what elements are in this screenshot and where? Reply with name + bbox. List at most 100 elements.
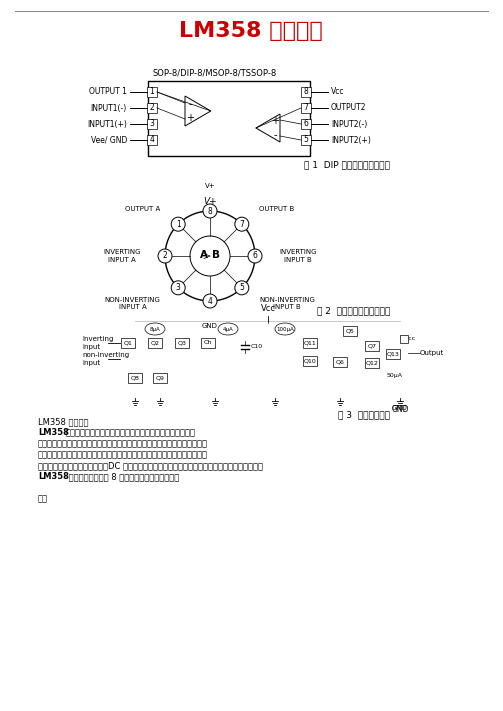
Text: Vee/ GND: Vee/ GND xyxy=(91,136,127,144)
Text: Q10: Q10 xyxy=(304,358,316,363)
Circle shape xyxy=(248,249,262,263)
Text: 5: 5 xyxy=(304,136,308,144)
Text: -: - xyxy=(273,130,277,140)
Text: Q2: Q2 xyxy=(150,341,159,346)
Text: 作条件下，电源电流与电源电压无关。它的使用围包括传感放大器、直流增益: 作条件下，电源电流与电源电压无关。它的使用围包括传感放大器、直流增益 xyxy=(38,450,208,459)
Text: 100μA: 100μA xyxy=(276,326,294,331)
Text: 引脚: 引脚 xyxy=(38,494,48,503)
Circle shape xyxy=(158,249,172,263)
Circle shape xyxy=(171,217,185,231)
Text: non-inverting
input: non-inverting input xyxy=(82,353,129,365)
Bar xyxy=(147,135,157,145)
Text: OUTPUT 1: OUTPUT 1 xyxy=(89,87,127,97)
Bar xyxy=(301,135,311,145)
Bar xyxy=(201,338,215,348)
Bar xyxy=(303,338,317,348)
Text: OUTPUT2: OUTPUT2 xyxy=(331,104,367,112)
Text: LM358: LM358 xyxy=(38,472,69,481)
Text: 包括有两个独立的、高增益、部频率补偿的双运算放大器。: 包括有两个独立的、高增益、部频率补偿的双运算放大器。 xyxy=(66,428,196,437)
Text: 6: 6 xyxy=(304,119,308,129)
Bar xyxy=(400,335,408,343)
Text: Q8: Q8 xyxy=(131,375,139,380)
Text: GND: GND xyxy=(391,405,409,414)
Text: GND: GND xyxy=(202,323,218,329)
Text: 2: 2 xyxy=(162,252,167,260)
Circle shape xyxy=(235,217,249,231)
Text: C10: C10 xyxy=(251,345,263,350)
Text: 4: 4 xyxy=(149,136,154,144)
Text: 8μA: 8μA xyxy=(149,326,160,331)
Text: -: - xyxy=(188,99,192,109)
Bar xyxy=(153,373,167,383)
Text: Vcc: Vcc xyxy=(261,304,276,313)
Text: LM358: LM358 xyxy=(38,428,69,437)
Text: 的封装形式有塑封 8 引线双列直插式和贴片式。: 的封装形式有塑封 8 引线双列直插式和贴片式。 xyxy=(66,472,179,481)
Circle shape xyxy=(171,281,185,295)
Text: 7: 7 xyxy=(304,104,308,112)
Text: Q1: Q1 xyxy=(124,341,132,346)
Text: 50μA: 50μA xyxy=(387,373,403,378)
Text: 8: 8 xyxy=(208,206,212,215)
Bar xyxy=(386,349,400,359)
Text: B: B xyxy=(212,250,220,260)
Text: Q5: Q5 xyxy=(346,328,355,333)
Text: 1: 1 xyxy=(149,87,154,97)
Text: Q13: Q13 xyxy=(387,351,399,356)
Text: INPUT1(+): INPUT1(+) xyxy=(87,119,127,129)
Bar xyxy=(343,326,357,336)
Text: INVERTING
INPUT A: INVERTING INPUT A xyxy=(104,250,141,262)
Text: OUTPUT A: OUTPUT A xyxy=(125,205,160,212)
Text: A: A xyxy=(200,250,208,260)
Text: Q7: Q7 xyxy=(368,343,377,348)
Text: R cc: R cc xyxy=(402,336,415,341)
Text: Q11: Q11 xyxy=(304,341,316,346)
Bar xyxy=(148,338,162,348)
Bar xyxy=(301,103,311,113)
Text: OUTPUT B: OUTPUT B xyxy=(260,205,295,212)
Text: NON-INVERTING
INPUT A: NON-INVERTING INPUT A xyxy=(105,297,160,310)
Bar xyxy=(301,119,311,129)
Text: 3: 3 xyxy=(149,119,154,129)
Bar xyxy=(301,87,311,97)
Bar xyxy=(128,373,142,383)
Text: Q12: Q12 xyxy=(366,360,378,365)
Text: NON-INVERTING
INPUT B: NON-INVERTING INPUT B xyxy=(260,297,315,310)
Text: Inverting
input: Inverting input xyxy=(82,336,113,350)
Text: 图 1  DIP 型封装管脚引脚功能: 图 1 DIP 型封装管脚引脚功能 xyxy=(304,161,390,169)
Bar xyxy=(147,119,157,129)
Bar xyxy=(148,81,310,156)
Text: 适合于电源电压围很宿的单电源使用，也适用于双电源工作模式。在推荐的工: 适合于电源电压围很宿的单电源使用，也适用于双电源工作模式。在推荐的工 xyxy=(38,439,208,448)
Circle shape xyxy=(235,281,249,295)
Bar xyxy=(175,338,189,348)
Text: +: + xyxy=(271,116,279,126)
Bar xyxy=(121,338,135,348)
Text: LM358 中文资料: LM358 中文资料 xyxy=(179,21,323,41)
Text: 2: 2 xyxy=(149,104,154,112)
Text: +: + xyxy=(186,113,194,123)
Bar xyxy=(365,341,379,351)
Text: 4μA: 4μA xyxy=(223,326,233,331)
Text: V+: V+ xyxy=(205,183,215,189)
Text: 7: 7 xyxy=(239,220,244,229)
Circle shape xyxy=(203,294,217,308)
Text: LM358 中文资料: LM358 中文资料 xyxy=(38,417,89,426)
Text: Vcc: Vcc xyxy=(331,87,345,97)
Text: 5: 5 xyxy=(239,283,244,292)
Text: 4: 4 xyxy=(208,296,212,306)
Text: 模组，音频放大器、工业控制、DC 增益器件和其他所有可用单电源供电的使用运算放大器的场合。: 模组，音频放大器、工业控制、DC 增益器件和其他所有可用单电源供电的使用运算放大… xyxy=(38,461,263,470)
Text: 3: 3 xyxy=(176,283,181,292)
Text: Ch: Ch xyxy=(204,341,212,346)
Text: Output: Output xyxy=(420,350,444,356)
Circle shape xyxy=(203,204,217,218)
Bar xyxy=(147,87,157,97)
Text: 1: 1 xyxy=(176,220,181,229)
Text: 6: 6 xyxy=(253,252,258,260)
Text: INPUT2(+): INPUT2(+) xyxy=(331,136,371,144)
Bar xyxy=(303,356,317,366)
Text: 图 2  圆形金属壳封装管脚图: 图 2 圆形金属壳封装管脚图 xyxy=(316,306,390,316)
Bar xyxy=(333,357,347,367)
Text: 8: 8 xyxy=(304,87,308,97)
Text: GND: GND xyxy=(392,405,408,411)
Bar xyxy=(147,103,157,113)
Text: INVERTING
INPUT B: INVERTING INPUT B xyxy=(279,250,316,262)
